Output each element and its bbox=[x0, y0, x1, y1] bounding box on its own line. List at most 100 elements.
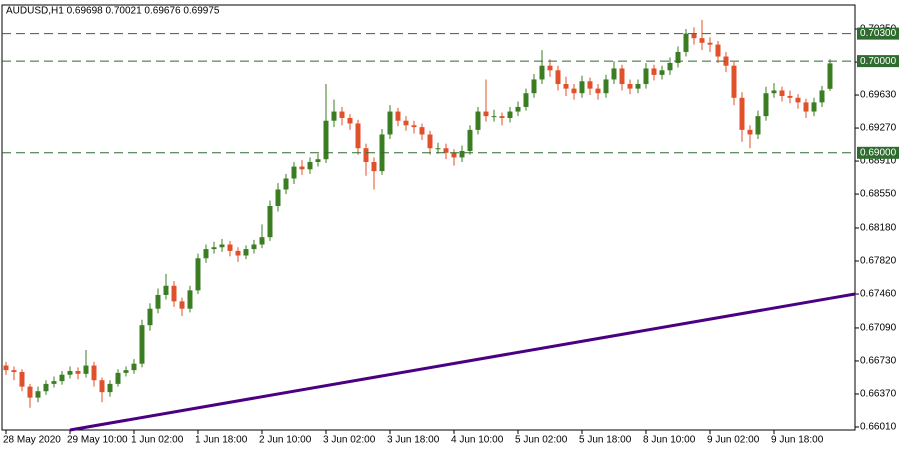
candle-body bbox=[723, 56, 729, 66]
y-tick-label: 0.68180 bbox=[860, 223, 897, 234]
candle-body bbox=[219, 244, 225, 248]
candle-body bbox=[443, 148, 449, 153]
candle-body bbox=[419, 127, 425, 135]
candle-body bbox=[163, 285, 169, 295]
x-tick-label: 9 Jun 18:00 bbox=[771, 435, 824, 446]
candle-body bbox=[51, 381, 57, 384]
y-tick-label: 0.66010 bbox=[860, 422, 897, 433]
x-tick-label: 5 Jun 18:00 bbox=[579, 435, 632, 446]
candle-body bbox=[91, 365, 97, 381]
x-tick-label: 2 Jun 10:00 bbox=[259, 435, 312, 446]
candle-body bbox=[107, 383, 113, 393]
candle-body bbox=[523, 93, 529, 107]
candle-body bbox=[203, 249, 209, 259]
candle-body bbox=[339, 111, 345, 118]
x-tick-label: 3 Jun 02:00 bbox=[323, 435, 376, 446]
candle-body bbox=[579, 81, 585, 94]
candle-body bbox=[779, 90, 785, 96]
candle-body bbox=[571, 88, 577, 94]
chart-title: AUDUSD,H1 0.69698 0.70021 0.69676 0.6997… bbox=[6, 6, 220, 17]
candle-body bbox=[347, 117, 353, 124]
candle-body bbox=[139, 325, 145, 364]
candle-body bbox=[619, 68, 625, 85]
candle-body bbox=[651, 68, 657, 75]
level-label: 0.69000 bbox=[860, 147, 897, 158]
x-tick-label: 5 Jun 02:00 bbox=[515, 435, 568, 446]
candle-body bbox=[587, 81, 593, 89]
candle-body bbox=[731, 65, 737, 98]
y-tick-label: 0.67090 bbox=[860, 323, 897, 334]
y-tick-label: 0.68550 bbox=[860, 189, 897, 200]
candle-body bbox=[675, 51, 681, 63]
candle-body bbox=[531, 79, 537, 94]
candle-body bbox=[755, 116, 761, 135]
candle-body bbox=[275, 189, 281, 206]
candle-body bbox=[563, 84, 569, 89]
candle-body bbox=[603, 79, 609, 94]
candle-body bbox=[539, 65, 545, 80]
candle-body bbox=[227, 244, 233, 251]
x-tick-label: 4 Jun 10:00 bbox=[451, 435, 504, 446]
candle-body bbox=[707, 42, 713, 45]
candle-body bbox=[667, 62, 673, 71]
level-label-box bbox=[857, 27, 899, 40]
candle-body bbox=[187, 290, 193, 309]
x-tick-label: 9 Jun 02:00 bbox=[707, 435, 760, 446]
candle-body bbox=[59, 374, 65, 382]
x-tick-label: 1 Jun 02:00 bbox=[131, 435, 184, 446]
level-label: 0.70000 bbox=[860, 56, 897, 67]
y-tick-label: 0.69630 bbox=[860, 90, 897, 101]
x-tick-label: 1 Jun 18:00 bbox=[195, 435, 248, 446]
candle-body bbox=[459, 150, 465, 158]
candle-body bbox=[251, 244, 257, 250]
candle-body bbox=[355, 123, 361, 149]
candle-body bbox=[315, 159, 321, 162]
candle-body bbox=[243, 249, 249, 256]
candle-body bbox=[491, 116, 497, 118]
candle-body bbox=[67, 371, 73, 375]
candle-body bbox=[427, 134, 433, 149]
y-tick-label: 0.67460 bbox=[860, 289, 897, 300]
candle-body bbox=[795, 97, 801, 103]
candle-body bbox=[739, 97, 745, 130]
candle-body bbox=[291, 166, 297, 179]
candle-body bbox=[155, 294, 161, 309]
candle-body bbox=[683, 33, 689, 52]
y-tick-label: 0.68910 bbox=[860, 156, 897, 167]
candle-body bbox=[19, 371, 25, 387]
candle-body bbox=[787, 95, 793, 98]
trendline bbox=[69, 296, 831, 432]
candle-body bbox=[827, 63, 833, 89]
candle-body bbox=[811, 102, 817, 112]
candle-body bbox=[499, 116, 505, 118]
x-tick-label: 29 May 10:00 bbox=[67, 435, 128, 446]
candle-body bbox=[299, 166, 305, 170]
x-tick-label: 28 May 2020 bbox=[3, 435, 61, 446]
level-label-box bbox=[857, 146, 899, 159]
candle-body bbox=[3, 365, 9, 371]
candle-body bbox=[483, 111, 489, 117]
plot-frame bbox=[1, 4, 856, 431]
candle-body bbox=[507, 111, 513, 118]
candle-body bbox=[771, 90, 777, 94]
candle-body bbox=[451, 152, 457, 158]
candle-body bbox=[83, 365, 89, 374]
candle-body bbox=[211, 247, 217, 250]
candle-body bbox=[123, 370, 129, 373]
candle-body bbox=[643, 68, 649, 85]
candle-body bbox=[555, 70, 561, 85]
candle-body bbox=[115, 372, 121, 384]
candle-body bbox=[27, 386, 33, 398]
trendline-extension bbox=[829, 292, 856, 300]
candle-body bbox=[691, 33, 697, 39]
x-tick-label: 3 Jun 18:00 bbox=[387, 435, 440, 446]
y-tick-label: 0.66370 bbox=[860, 389, 897, 400]
y-tick-label: 0.69270 bbox=[860, 123, 897, 134]
candle-body bbox=[331, 111, 337, 121]
candle-body bbox=[395, 111, 401, 121]
candle-body bbox=[435, 148, 441, 150]
candle-body bbox=[635, 84, 641, 89]
candle-body bbox=[627, 84, 633, 89]
candle-body bbox=[467, 129, 473, 151]
